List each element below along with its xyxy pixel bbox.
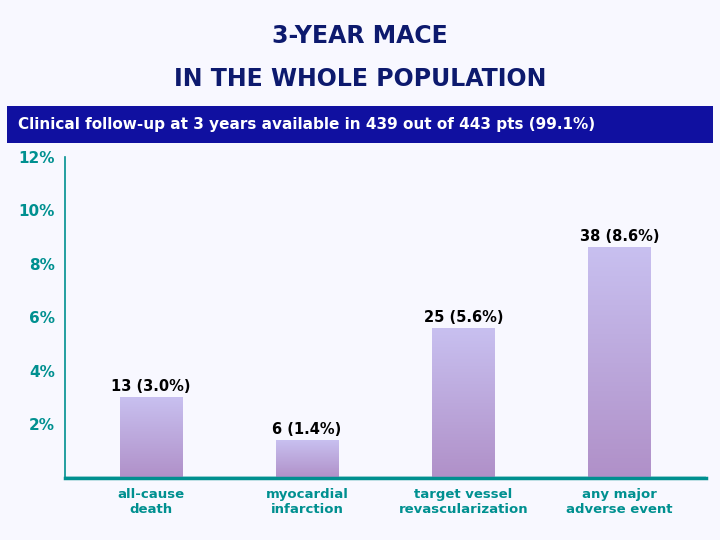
Text: 3-YEAR MACE: 3-YEAR MACE <box>272 24 448 48</box>
Text: 38 (8.6%): 38 (8.6%) <box>580 230 660 245</box>
Text: 13 (3.0%): 13 (3.0%) <box>111 380 191 394</box>
Text: 6 (1.4%): 6 (1.4%) <box>272 422 342 437</box>
Text: IN THE WHOLE POPULATION: IN THE WHOLE POPULATION <box>174 68 546 91</box>
Text: Clinical follow-up at 3 years available in 439 out of 443 pts (99.1%): Clinical follow-up at 3 years available … <box>18 117 595 132</box>
Text: 25 (5.6%): 25 (5.6%) <box>423 310 503 325</box>
